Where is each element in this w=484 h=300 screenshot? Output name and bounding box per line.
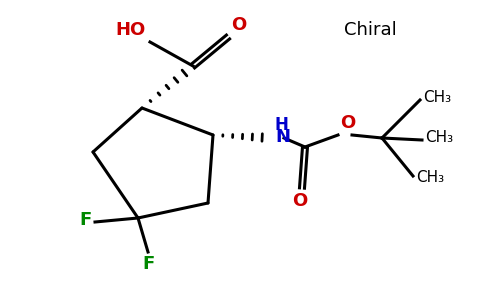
Text: HO: HO <box>116 21 146 39</box>
Text: CH₃: CH₃ <box>416 170 444 185</box>
Text: Chiral: Chiral <box>344 21 396 39</box>
Text: H: H <box>275 116 289 134</box>
Text: N: N <box>275 128 290 146</box>
Text: O: O <box>231 16 246 34</box>
Text: O: O <box>340 114 355 132</box>
Text: F: F <box>142 255 154 273</box>
Text: CH₃: CH₃ <box>425 130 453 146</box>
Text: F: F <box>80 211 92 229</box>
Text: CH₃: CH₃ <box>423 91 451 106</box>
Text: O: O <box>292 192 308 210</box>
